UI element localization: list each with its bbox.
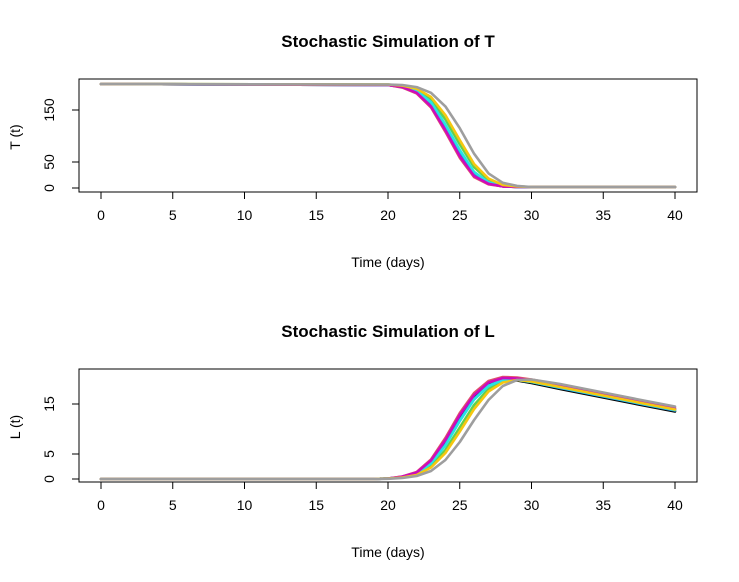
chart-l-y-axis: 0 5 15 bbox=[41, 396, 80, 483]
chart-l-x-tick-label: 25 bbox=[452, 497, 468, 513]
chart-t-series-line-8 bbox=[99, 82, 677, 189]
chart-l-x-tick-label: 5 bbox=[169, 497, 177, 513]
chart-l-xlabel: Time (days) bbox=[351, 544, 424, 560]
chart-t-x-tick-label: 35 bbox=[595, 207, 611, 223]
chart-l-x-tick-label: 35 bbox=[595, 497, 611, 513]
chart-t-series-line-6 bbox=[99, 82, 677, 189]
chart-l-x-tick-label: 15 bbox=[308, 497, 324, 513]
chart-t-y-tick-label: 150 bbox=[41, 98, 57, 122]
chart-t-series-line-2 bbox=[99, 82, 677, 189]
chart-l-y-tick-label: 0 bbox=[41, 475, 57, 483]
chart-t-x-tick-label: 15 bbox=[308, 207, 324, 223]
chart-l-panel: Stochastic Simulation of L Time (days) L… bbox=[7, 322, 698, 560]
chart-t-x-tick-label: 0 bbox=[97, 207, 105, 223]
chart-t-x-axis: 0 5 10 15 20 25 30 35 40 bbox=[97, 191, 683, 223]
chart-l-y-tick-label: 15 bbox=[41, 396, 57, 412]
chart-t-x-tick-label: 30 bbox=[524, 207, 540, 223]
chart-l-ylabel: L (t) bbox=[7, 415, 23, 439]
chart-t-panel: Stochastic Simulation of T Time (days) T… bbox=[7, 32, 698, 270]
chart-t-title: Stochastic Simulation of T bbox=[281, 32, 495, 51]
chart-t-xlabel: Time (days) bbox=[351, 254, 424, 270]
chart-l-plot-box bbox=[78, 368, 698, 483]
chart-t-series-line-5 bbox=[99, 82, 677, 189]
chart-l-title: Stochastic Simulation of L bbox=[281, 322, 494, 341]
chart-l-lines bbox=[99, 375, 677, 481]
chart-t-x-tick-label: 25 bbox=[452, 207, 468, 223]
chart-t-y-tick-label: 0 bbox=[41, 184, 57, 192]
chart-t-x-tick-label: 10 bbox=[237, 207, 253, 223]
chart-l-x-tick-label: 10 bbox=[237, 497, 253, 513]
chart-t-y-axis: 0 50 150 bbox=[41, 98, 80, 192]
chart-t-series-line-1 bbox=[99, 82, 677, 189]
chart-l-series-line-4 bbox=[99, 378, 677, 481]
chart-t-x-tick-label: 20 bbox=[380, 207, 396, 223]
chart-l-x-tick-label: 0 bbox=[97, 497, 105, 513]
chart-t-plot-box bbox=[78, 78, 698, 193]
chart-t-ylabel: T (t) bbox=[7, 124, 23, 149]
chart-t-series-line-3 bbox=[99, 82, 677, 189]
chart-t-x-tick-label: 40 bbox=[667, 207, 683, 223]
chart-t-y-tick-label: 50 bbox=[41, 154, 57, 170]
chart-l-y-tick-label: 5 bbox=[41, 450, 57, 458]
chart-t-series-line-7 bbox=[99, 82, 677, 189]
chart-l-x-tick-label: 30 bbox=[524, 497, 540, 513]
chart-l-x-tick-label: 20 bbox=[380, 497, 396, 513]
chart-l-x-tick-label: 40 bbox=[667, 497, 683, 513]
chart-t-lines bbox=[99, 82, 677, 189]
chart-t-x-tick-label: 5 bbox=[169, 207, 177, 223]
chart-l-x-axis: 0 5 10 15 20 25 30 35 40 bbox=[97, 481, 683, 513]
chart-t-series-line-4 bbox=[99, 82, 677, 189]
chart-l-series-line-8 bbox=[99, 378, 677, 481]
